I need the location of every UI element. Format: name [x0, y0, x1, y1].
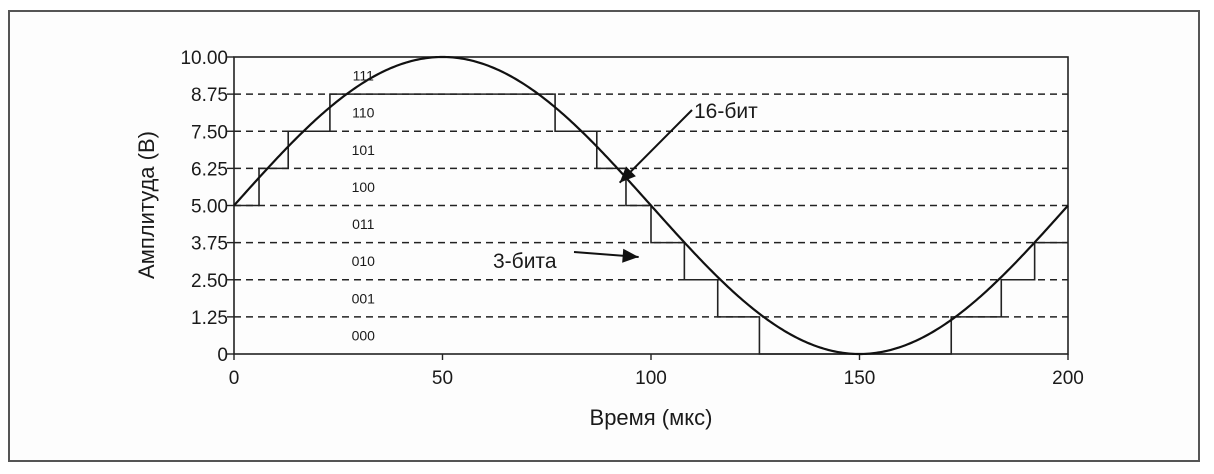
x-tick-label: 0	[229, 368, 240, 389]
y-tick-label: 6.25	[191, 159, 228, 180]
x-axis-title: Время (мкс)	[590, 405, 713, 430]
code-label: 010	[352, 253, 376, 269]
annotation-3bit: 3-бита	[493, 250, 557, 273]
series-16bit-line	[233, 55, 1069, 356]
arrow-16bit-head	[619, 166, 636, 183]
labels-layer: 000 001 010 011 100 101 110 111	[352, 68, 693, 343]
y-tick-label: 8.75	[191, 85, 228, 106]
y-tick-label: 0	[217, 345, 228, 366]
code-label: 111	[353, 68, 374, 84]
code-label: 110	[352, 105, 375, 121]
code-label: 100	[352, 179, 376, 195]
y-axis-title: Амплитуда (В)	[134, 131, 159, 279]
arrow-3bit-head	[622, 248, 639, 263]
x-tick-label: 200	[1052, 368, 1084, 389]
y-tick-label: 2.50	[191, 271, 228, 292]
series-layer	[233, 55, 1069, 356]
code-label: 001	[352, 290, 376, 306]
code-label: 011	[352, 216, 375, 232]
series-3bit-staircase	[234, 93, 1068, 355]
x-tick-label: 50	[432, 368, 453, 389]
code-label: 000	[352, 327, 376, 343]
x-tick-label: 100	[635, 368, 667, 389]
arrow-16bit-shaft	[618, 109, 693, 184]
x-tick-label: 150	[844, 368, 876, 389]
annotation-16bit: 16-бит	[694, 100, 758, 123]
y-tick-label: 3.75	[191, 234, 228, 255]
y-tick-label: 5.00	[191, 197, 228, 218]
axes-layer: 0 1.25 2.50 3.75 5.00 6.25 7.50 8.75 10.00 0 50 100…	[180, 48, 1083, 389]
code-label: 101	[352, 142, 376, 158]
y-tick-label: 1.25	[191, 308, 228, 329]
y-tick-label: 7.50	[191, 122, 228, 143]
figure-frame	[8, 10, 1200, 462]
y-tick-label: 10.00	[180, 48, 228, 69]
